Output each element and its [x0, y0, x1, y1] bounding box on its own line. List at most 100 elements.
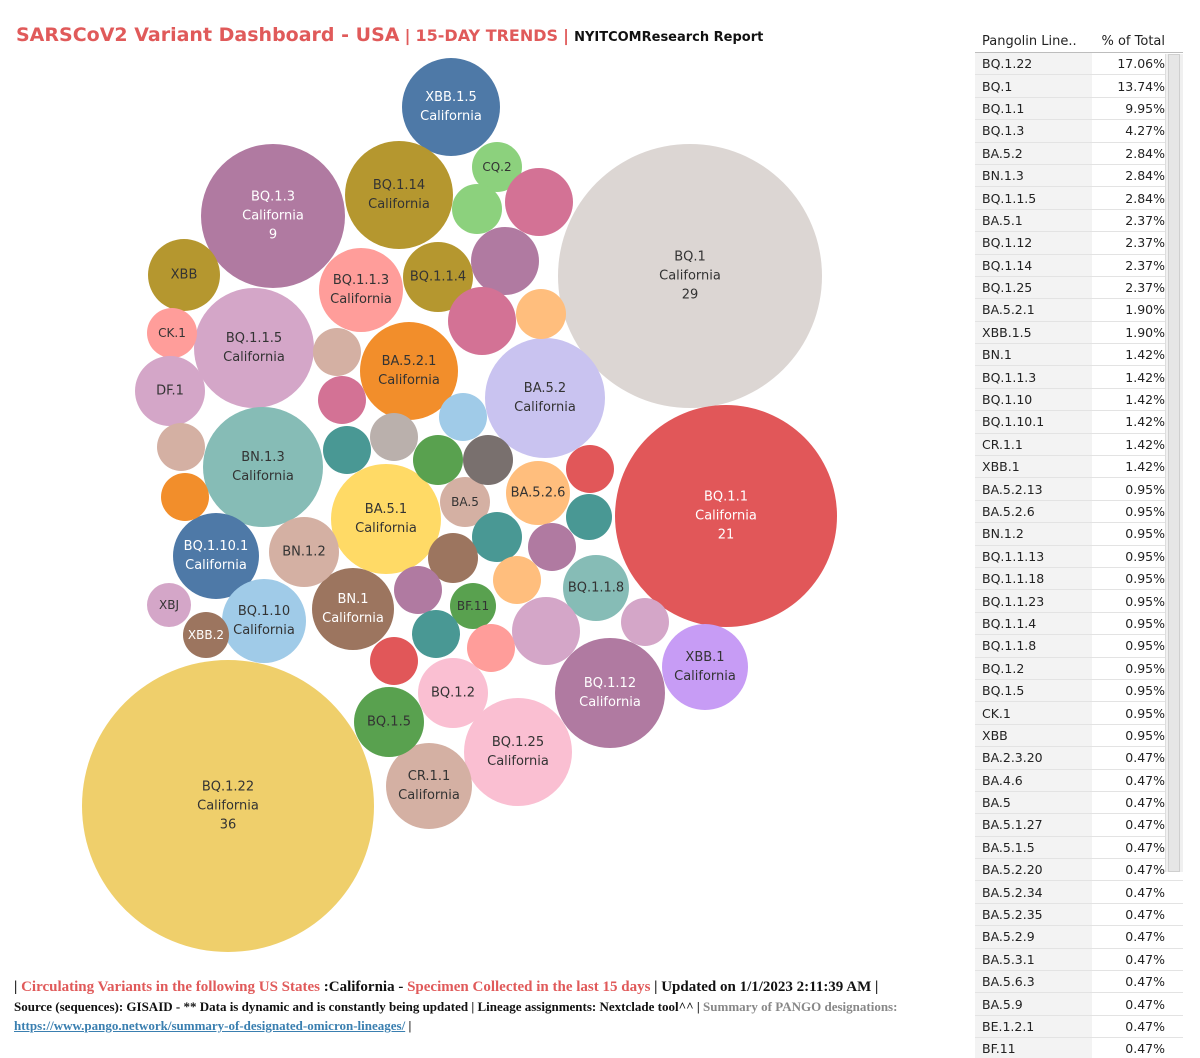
table-row[interactable]: BA.5.1.27 0.47% — [975, 814, 1183, 837]
table-row[interactable]: BN.1.3 2.84% — [975, 164, 1183, 188]
bubble-ba-5[interactable]: BA.5 — [440, 477, 490, 527]
table-row[interactable]: BQ.1.25 2.37% — [975, 276, 1183, 300]
bubble-circle[interactable] — [319, 248, 403, 332]
bubble-unlabeled[interactable] — [413, 435, 463, 485]
bubble-unlabeled[interactable] — [528, 523, 576, 571]
table-row[interactable]: XBB.1.5 1.90% — [975, 321, 1183, 345]
bubble-circle[interactable] — [471, 227, 539, 295]
bubble-cr-1-1[interactable]: CR.1.1 California — [386, 743, 472, 829]
bubble-circle[interactable] — [450, 583, 496, 629]
bubble-bq-1-1-4[interactable]: BQ.1.1.4 — [403, 242, 473, 312]
bubble-circle[interactable] — [147, 583, 191, 627]
table-row[interactable]: BQ.1.22 17.06% — [975, 53, 1183, 76]
bubble-circle[interactable] — [269, 517, 339, 587]
table-row[interactable]: CK.1 0.95% — [975, 702, 1183, 725]
bubble-bn-1-3[interactable]: BN.1.3 California — [203, 407, 323, 527]
bubble-circle[interactable] — [345, 141, 453, 249]
table-row[interactable]: BQ.1.1 9.95% — [975, 97, 1183, 121]
bubble-circle[interactable] — [82, 660, 374, 952]
bubble-circle[interactable] — [135, 356, 205, 426]
bubble-unlabeled[interactable] — [471, 227, 539, 295]
bubble-circle[interactable] — [467, 624, 515, 672]
bubble-circle[interactable] — [161, 473, 209, 521]
bubble-ba-5-1[interactable]: BA.5.1 California — [331, 464, 441, 574]
bubble-bq-1-25[interactable]: BQ.1.25 California — [464, 698, 572, 806]
bubble-xbb-2[interactable]: XBB.2 — [183, 612, 229, 658]
table-row[interactable]: BA.5.6.3 0.47% — [975, 971, 1183, 994]
table-row[interactable]: BQ.1.1.3 1.42% — [975, 366, 1183, 389]
table-row[interactable]: BQ.1.1.4 0.95% — [975, 612, 1183, 636]
table-row[interactable]: BA.5.2.20 0.47% — [975, 859, 1183, 882]
bubble-circle[interactable] — [472, 512, 522, 562]
table-row[interactable]: BQ.1.3 4.27% — [975, 120, 1183, 143]
bubble-bq-1-1-3[interactable]: BQ.1.1.3 California — [319, 248, 403, 332]
bubble-unlabeled[interactable] — [463, 435, 513, 485]
bubble-circle[interactable] — [403, 242, 473, 312]
bubble-unlabeled[interactable] — [448, 287, 516, 355]
header-lineage[interactable]: Pangolin Line.. — [982, 33, 1077, 49]
table-row[interactable]: BQ.1.1.18 0.95% — [975, 567, 1183, 591]
bubble-unlabeled[interactable] — [566, 494, 612, 540]
bubble-circle[interactable] — [463, 435, 513, 485]
table-row[interactable]: BA.5.2.13 0.95% — [975, 478, 1183, 501]
bubble-unlabeled[interactable] — [370, 637, 418, 685]
bubble-unlabeled[interactable] — [323, 426, 371, 474]
bubble-bq-1-1[interactable]: BQ.1.1 California 21 — [615, 405, 837, 627]
bubble-bq-1-14[interactable]: BQ.1.14 California — [345, 141, 453, 249]
bubble-circle[interactable] — [418, 658, 488, 728]
bubble-circle[interactable] — [183, 612, 229, 658]
bubble-circle[interactable] — [222, 579, 306, 663]
bubble-circle[interactable] — [148, 239, 220, 311]
bubble-circle[interactable] — [516, 289, 566, 339]
table-row[interactable]: BQ.1.12 2.37% — [975, 232, 1183, 255]
bubble-unlabeled[interactable] — [566, 445, 614, 493]
bubble-circle[interactable] — [621, 598, 669, 646]
bubble-unlabeled[interactable] — [472, 512, 522, 562]
bubble-unlabeled[interactable] — [412, 610, 460, 658]
table-row[interactable]: BQ.1.1.8 0.95% — [975, 635, 1183, 658]
bubble-bq-1-22[interactable]: BQ.1.22 California 36 — [82, 660, 374, 952]
table-row[interactable]: BA.5.2.35 0.47% — [975, 903, 1183, 927]
bubble-ck-1[interactable]: CK.1 — [147, 308, 197, 358]
table-row[interactable]: BN.1 1.42% — [975, 344, 1183, 367]
bubble-circle[interactable] — [528, 523, 576, 571]
table-row[interactable]: BQ.1 13.74% — [975, 75, 1183, 98]
table-row[interactable]: BN.1.2 0.95% — [975, 523, 1183, 546]
table-row[interactable]: BE.1.2.1 0.47% — [975, 1015, 1183, 1039]
bubble-circle[interactable] — [331, 464, 441, 574]
bubble-circle[interactable] — [370, 637, 418, 685]
bubble-circle[interactable] — [203, 407, 323, 527]
bubble-circle[interactable] — [440, 477, 490, 527]
table-row[interactable]: XBB 0.95% — [975, 724, 1183, 748]
bubble-circle[interactable] — [662, 624, 748, 710]
bubble-circle[interactable] — [157, 423, 205, 471]
bubble-unlabeled[interactable] — [157, 423, 205, 471]
bubble-unlabeled[interactable] — [467, 624, 515, 672]
bubble-circle[interactable] — [558, 144, 822, 408]
table-row[interactable]: BA.5.1 2.37% — [975, 209, 1183, 233]
bubble-bq-1-10-1[interactable]: BQ.1.10.1 California — [173, 513, 259, 599]
table-row[interactable]: BQ.1.10.1 1.42% — [975, 411, 1183, 434]
bubble-unlabeled[interactable] — [318, 376, 366, 424]
bubble-circle[interactable] — [472, 142, 522, 192]
bubble-circle[interactable] — [394, 566, 442, 614]
table-row[interactable]: XBB.1 1.42% — [975, 456, 1183, 479]
bubble-circle[interactable] — [360, 322, 458, 420]
bubble-bq-1-10[interactable]: BQ.1.10 California — [222, 579, 306, 663]
table-scrollbar[interactable] — [1165, 54, 1183, 872]
bubble-circle[interactable] — [147, 308, 197, 358]
table-row[interactable]: BA.5.9 0.47% — [975, 993, 1183, 1016]
table-row[interactable]: BA.5.2.6 0.95% — [975, 500, 1183, 524]
pango-link[interactable]: https://www.pango.network/summary-of-des… — [14, 1018, 406, 1033]
bubble-bn-1[interactable]: BN.1 California — [312, 568, 394, 650]
bubble-circle[interactable] — [512, 597, 580, 665]
bubble-circle[interactable] — [485, 338, 605, 458]
bubble-circle[interactable] — [412, 610, 460, 658]
table-row[interactable]: BA.5.2.9 0.47% — [975, 926, 1183, 949]
bubble-ba-5-2-1[interactable]: BA.5.2.1 California — [360, 322, 458, 420]
bubble-unlabeled[interactable] — [505, 168, 573, 236]
table-row[interactable]: BA.4.6 0.47% — [975, 769, 1183, 792]
table-row[interactable]: BQ.1.1.23 0.95% — [975, 590, 1183, 613]
bubble-unlabeled[interactable] — [439, 393, 487, 441]
bubble-circle[interactable] — [370, 413, 418, 461]
